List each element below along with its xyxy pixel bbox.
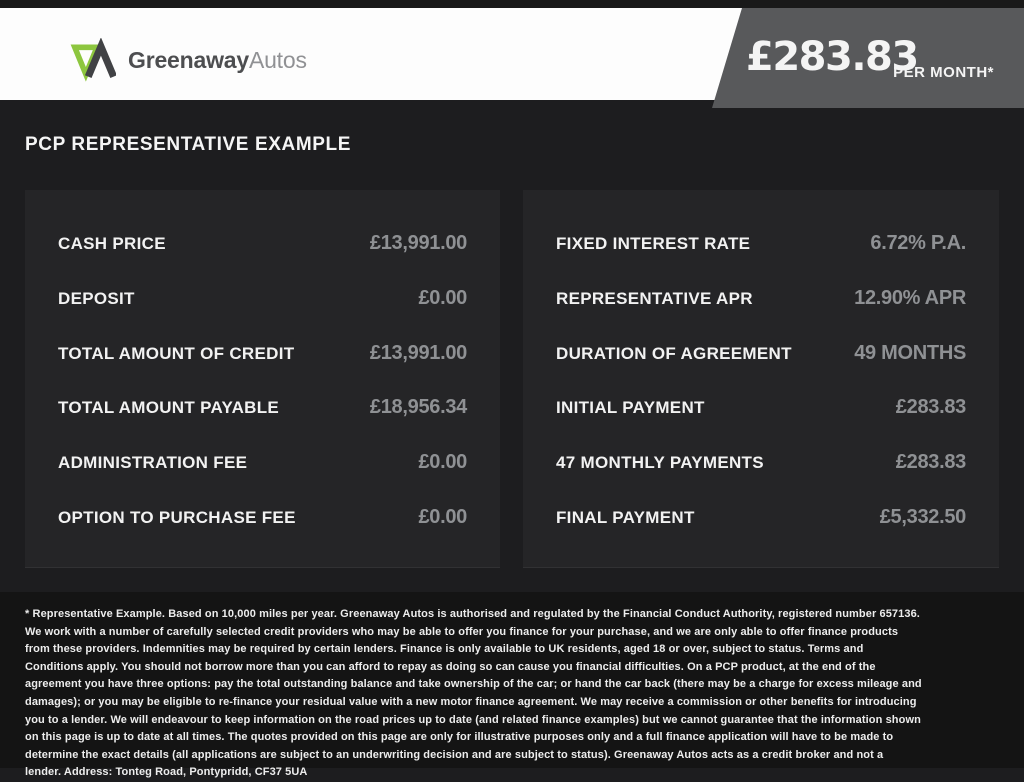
finance-row-total-payable: TOTAL AMOUNT PAYABLE £18,956.34 (58, 396, 467, 419)
finance-value: £13,991.00 (369, 232, 467, 254)
finance-label: FINAL PAYMENT (556, 507, 695, 527)
brand-text-secondary: Autos (248, 46, 307, 73)
greenaway-logo[interactable]: GreenawayAutos (70, 38, 307, 82)
finance-value: £0.00 (418, 286, 467, 309)
site-header: GreenawayAutos £283.83 PER MONTH* (0, 8, 1024, 108)
finance-value: £0.00 (418, 451, 467, 474)
finance-label: INITIAL PAYMENT (556, 398, 705, 418)
finance-value: £0.00 (418, 505, 467, 528)
finance-label: TOTAL AMOUNT OF CREDIT (58, 343, 295, 363)
finance-row-final-payment: FINAL PAYMENT £5,332.50 (556, 506, 966, 529)
finance-label: DURATION OF AGREEMENT (556, 343, 792, 363)
finance-row-monthly-payments: 47 MONTHLY PAYMENTS £283.83 (556, 451, 966, 474)
finance-panel-right: FIXED INTEREST RATE 6.72% P.A. REPRESENT… (523, 190, 999, 568)
brand-text-primary: Greenaway (128, 46, 249, 73)
finance-row-representative-apr: REPRESENTATIVE APR 12.90% APR (556, 287, 966, 310)
finance-label: 47 MONTHLY PAYMENTS (556, 453, 764, 473)
finance-row-total-credit: TOTAL AMOUNT OF CREDIT £13,991.00 (58, 342, 467, 365)
finance-value: 12.90% APR (854, 286, 966, 309)
finance-row-deposit: DEPOSIT £0.00 (58, 287, 467, 310)
footer: * Representative Example. Based on 10,00… (0, 592, 1024, 778)
finance-label: REPRESENTATIVE APR (556, 288, 753, 308)
top-border-strip (0, 0, 1024, 8)
finance-panel-left: CASH PRICE £13,991.00 DEPOSIT £0.00 TOTA… (25, 190, 500, 568)
finance-row-duration: DURATION OF AGREEMENT 49 MONTHS (556, 342, 966, 365)
finance-value: £13,991.00 (369, 341, 467, 364)
finance-row-admin-fee: ADMINISTRATION FEE £0.00 (58, 451, 467, 474)
finance-label: FIXED INTEREST RATE (556, 234, 751, 253)
finance-label: ADMINISTRATION FEE (58, 453, 248, 473)
finance-value: £5,332.50 (879, 505, 967, 528)
monthly-price-period: PER MONTH* (893, 64, 994, 81)
finance-value: £283.83 (895, 451, 967, 474)
finance-value: £283.83 (895, 396, 967, 419)
finance-label: TOTAL AMOUNT PAYABLE (58, 398, 280, 418)
finance-row-fixed-interest-rate: FIXED INTEREST RATE 6.72% P.A. (556, 232, 966, 255)
finance-value: 6.72% P.A. (870, 232, 966, 254)
brand-text: GreenawayAutos (128, 47, 307, 74)
price-ribbon: £283.83 PER MONTH* (712, 8, 1024, 108)
greenaway-logo-icon (70, 38, 116, 82)
page-title: PCP REPRESENTATIVE EXAMPLE (25, 134, 351, 155)
finance-label: DEPOSIT (58, 288, 135, 308)
finance-row-initial-payment: INITIAL PAYMENT £283.83 (556, 396, 966, 419)
monthly-price: £283.83 (746, 34, 919, 80)
finance-label: CASH PRICE (58, 234, 166, 253)
finance-label: OPTION TO PURCHASE FEE (58, 507, 296, 527)
finance-value: 49 MONTHS (854, 341, 966, 364)
finance-row-cash-price: CASH PRICE £13,991.00 (58, 232, 467, 255)
finance-value: £18,956.34 (369, 396, 467, 419)
finance-row-option-to-purchase-fee: OPTION TO PURCHASE FEE £0.00 (58, 506, 467, 529)
disclaimer-text: * Representative Example. Based on 10,00… (25, 608, 922, 779)
